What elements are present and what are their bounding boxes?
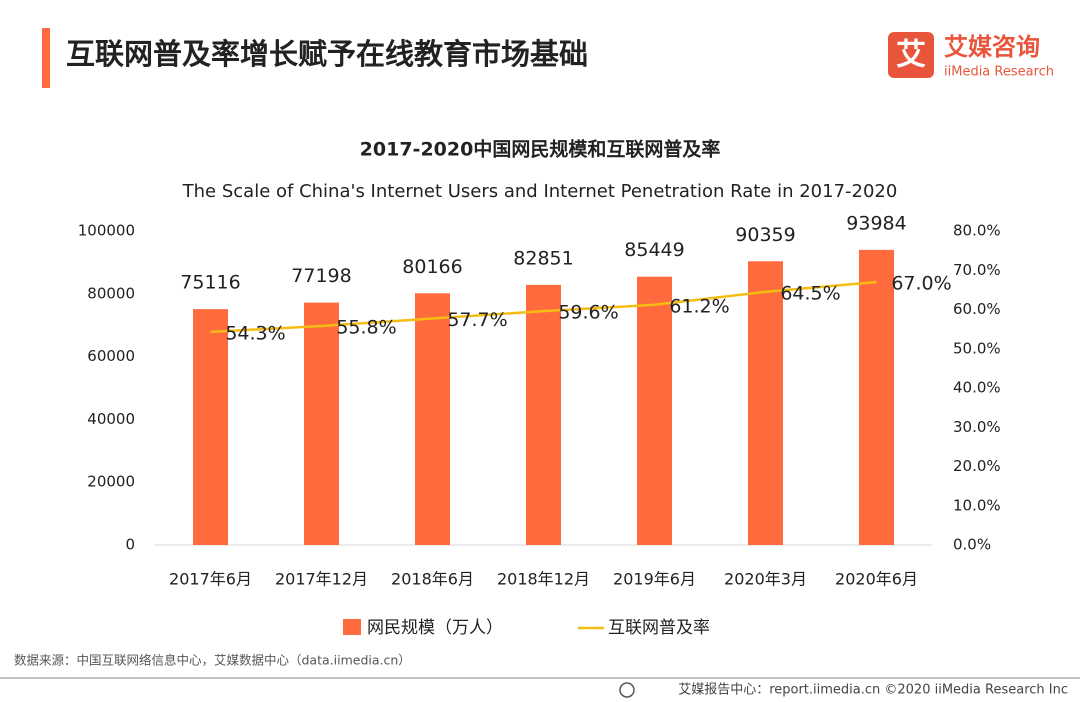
- y2-tick-label: 20.0%: [953, 457, 1001, 475]
- bar-value-label: 77198: [291, 265, 351, 287]
- y-tick-label: 80000: [87, 284, 135, 302]
- page-title: 互联网普及率增长赋予在线教育市场基础: [66, 37, 588, 71]
- source: 数据来源：中国互联网络信息中心，艾媒数据中心（data.iimedia.cn）: [14, 653, 411, 668]
- line-value-label: 54.3%: [225, 322, 285, 344]
- y-tick-label: 40000: [87, 410, 135, 428]
- y2-tick-label: 10.0%: [953, 496, 1001, 514]
- bar: [637, 276, 672, 545]
- logo-icon-bg: [888, 32, 934, 78]
- logo-sub: iiMedia Research: [944, 65, 1054, 80]
- line-value-label: 61.2%: [669, 295, 729, 317]
- y2-tick-label: 60.0%: [953, 300, 1001, 318]
- y2-tick-label: 50.0%: [953, 339, 1001, 357]
- bar-value-label: 82851: [513, 247, 573, 269]
- x-tick-label: 2018年12月: [497, 570, 590, 589]
- bar-value-label: 75116: [180, 272, 240, 294]
- y2-tick-label: 80.0%: [953, 222, 1001, 240]
- line-value-label: 64.5%: [780, 282, 840, 304]
- title-accent: [42, 28, 50, 88]
- y2-tick-label: 70.0%: [953, 261, 1001, 279]
- bar-value-label: 93984: [846, 212, 906, 234]
- y-tick-label: 60000: [87, 347, 135, 365]
- bar: [415, 293, 450, 545]
- line-value-label: 57.7%: [447, 309, 507, 331]
- bar: [193, 309, 228, 545]
- y2-tick-label: 30.0%: [953, 418, 1001, 436]
- legend-swatch: [343, 619, 361, 635]
- chart-subtitle: The Scale of China's Internet Users and …: [182, 181, 898, 202]
- logo-name: 艾媒咨询: [944, 33, 1040, 61]
- bar: [748, 261, 783, 545]
- bar: [859, 249, 894, 545]
- bar-value-label: 80166: [402, 256, 462, 278]
- x-tick-label: 2020年3月: [724, 570, 807, 589]
- footer: 艾媒报告中心：report.iimedia.cn ©2020 iiMedia R…: [678, 683, 1068, 698]
- x-tick-label: 2019年6月: [613, 570, 696, 589]
- line-value-label: 59.6%: [558, 302, 618, 324]
- line-value-label: 55.8%: [336, 316, 396, 338]
- bar-value-label: 90359: [735, 224, 795, 246]
- y-tick-label: 20000: [87, 473, 135, 491]
- bar: [304, 302, 339, 545]
- y-tick-label: 100000: [78, 222, 135, 240]
- legend-label: 网民规模（万人）: [367, 618, 503, 638]
- y-tick-label: 0: [125, 536, 135, 554]
- x-tick-label: 2017年6月: [169, 570, 252, 589]
- footer-icon: [619, 682, 635, 698]
- y2-tick-label: 0.0%: [953, 536, 991, 554]
- x-tick-label: 2020年6月: [835, 570, 918, 589]
- x-tick-label: 2018年6月: [391, 570, 474, 589]
- bar-value-label: 85449: [624, 239, 684, 261]
- line-value-label: 67.0%: [891, 273, 951, 295]
- chart-title: 2017-2020中国网民规模和互联网普及率: [360, 138, 721, 161]
- bar: [526, 284, 561, 545]
- logo-icon: 艾: [896, 38, 926, 73]
- line: [210, 280, 877, 334]
- x-tick-label: 2017年12月: [275, 570, 368, 589]
- legend-label: 互联网普及率: [608, 618, 710, 638]
- y2-tick-label: 40.0%: [953, 379, 1001, 397]
